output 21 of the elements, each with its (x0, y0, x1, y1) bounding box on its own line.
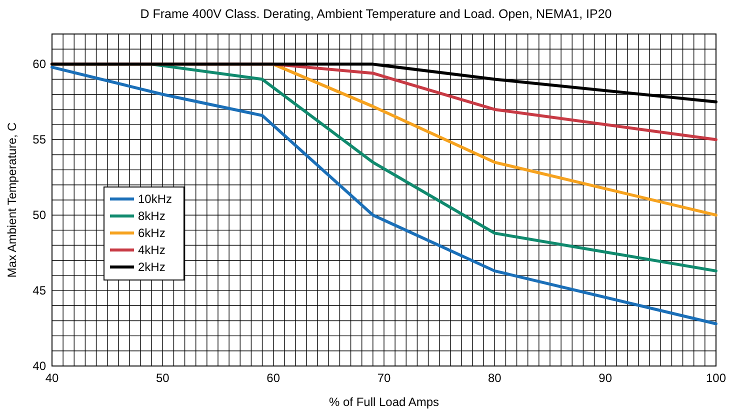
y-tick-label: 40 (32, 359, 46, 373)
y-tick-label: 50 (32, 208, 46, 222)
legend-label: 10kHz (138, 192, 172, 206)
x-tick-label: 50 (156, 371, 170, 385)
y-axis-title: Max Ambient Temperature, C (5, 122, 19, 278)
legend-label: 6kHz (138, 226, 166, 240)
x-axis-title: % of Full Load Amps (328, 395, 440, 409)
x-tick-label: 80 (488, 371, 502, 385)
x-tick-label: 40 (45, 371, 59, 385)
x-tick-label: 70 (377, 371, 391, 385)
y-tick-label: 45 (32, 284, 46, 298)
legend-label: 4kHz (138, 243, 166, 257)
y-tick-label: 60 (32, 57, 46, 72)
legend-label: 8kHz (138, 209, 166, 223)
x-tick-label: 100 (706, 371, 726, 385)
legend-label: 2kHz (138, 260, 166, 274)
x-tick-label: 60 (266, 371, 280, 385)
x-tick-label: 90 (598, 371, 612, 385)
y-tick-label: 55 (32, 132, 46, 147)
chart-title: D Frame 400V Class. Derating, Ambient Temperature and Load. Open, NEMA1, IP20 (140, 7, 612, 21)
line-series (50, 66, 718, 326)
